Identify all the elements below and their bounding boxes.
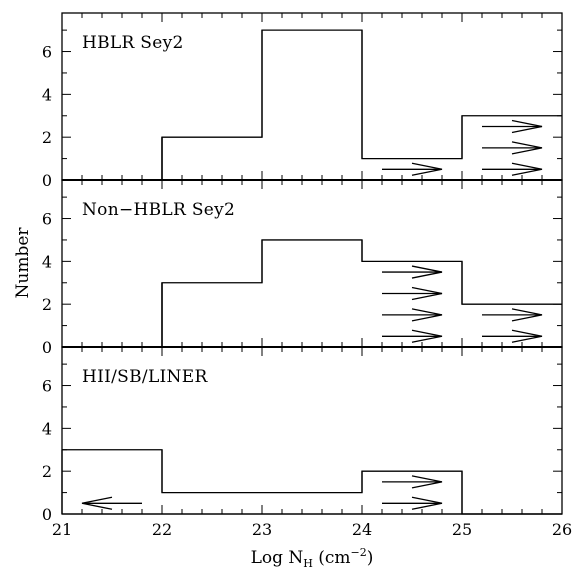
lower-limit-arrow	[482, 308, 543, 322]
x-axis-label: Log NH (cm−2)	[251, 546, 374, 569]
lower-limit-arrow	[382, 308, 443, 322]
y-tick-label: 0	[42, 338, 52, 357]
lower-limit-arrow	[382, 286, 443, 301]
arrow-head	[511, 308, 543, 322]
x-tick-label: 21	[52, 520, 72, 539]
y-tick-label: 2	[42, 462, 52, 481]
y-axis-label: Number	[13, 227, 33, 299]
arrow-head	[411, 265, 443, 279]
x-tick-label: 22	[152, 520, 172, 539]
y-tick-label: 4	[42, 85, 52, 104]
arrow-head	[511, 119, 543, 134]
arrow-head	[411, 286, 443, 301]
lower-limit-arrow	[482, 329, 543, 343]
y-tick-label: 6	[42, 43, 52, 62]
arrow-head	[411, 475, 443, 489]
y-tick-label: 4	[42, 252, 52, 271]
arrow-head	[81, 496, 113, 510]
y-tick-label: 6	[42, 210, 52, 229]
lower-limit-arrow	[482, 119, 543, 134]
x-tick-label: 26	[552, 520, 572, 539]
upper-limit-arrow	[81, 496, 142, 510]
y-tick-label: 2	[42, 295, 52, 314]
panel-label: HII/SB/LINER	[82, 367, 208, 387]
histogram-steps	[62, 449, 562, 515]
lower-limit-arrow	[382, 496, 443, 510]
panel-2: 0 2 4 6 Non−HBLR Sey2	[42, 179, 563, 357]
lower-limit-arrow	[482, 162, 543, 176]
lower-limit-arrow	[382, 162, 443, 176]
lower-limit-arrow	[382, 475, 443, 489]
histogram-steps	[62, 239, 562, 348]
lower-limit-arrow	[482, 141, 543, 155]
x-tick-label: 24	[352, 520, 372, 539]
arrow-head	[411, 162, 443, 176]
panel-1: 0 2 4 6 HBLR Sey2	[42, 12, 563, 190]
x-tick-label: 23	[252, 520, 272, 539]
x-axis-label-subscript: H	[303, 557, 313, 569]
x-axis-label-unit-open: (cm	[313, 548, 351, 568]
arrow-head	[411, 308, 443, 322]
arrow-head	[411, 496, 443, 510]
y-tick-label: 0	[42, 171, 52, 190]
arrow-head	[511, 141, 543, 155]
x-axis-label-main: Log N	[251, 548, 304, 568]
y-tick-label: 0	[42, 505, 52, 524]
x-tick-label: 25	[452, 520, 472, 539]
y-tick-label: 4	[42, 419, 52, 438]
arrow-head	[411, 329, 443, 343]
arrow-head	[511, 329, 543, 343]
y-tick-label: 2	[42, 128, 52, 147]
panel-3: 0 2 4 6 HII/SB/LINER	[42, 346, 563, 524]
arrow-head	[511, 162, 543, 176]
x-axis-label-unit-close: )	[367, 548, 374, 568]
panel-label: HBLR Sey2	[82, 33, 184, 53]
y-tick-label: 6	[42, 377, 52, 396]
lower-limit-arrow	[382, 329, 443, 343]
lower-limit-arrow	[382, 265, 443, 279]
panel-label: Non−HBLR Sey2	[82, 200, 235, 220]
x-axis-label-unit-exponent: −2	[351, 546, 367, 559]
